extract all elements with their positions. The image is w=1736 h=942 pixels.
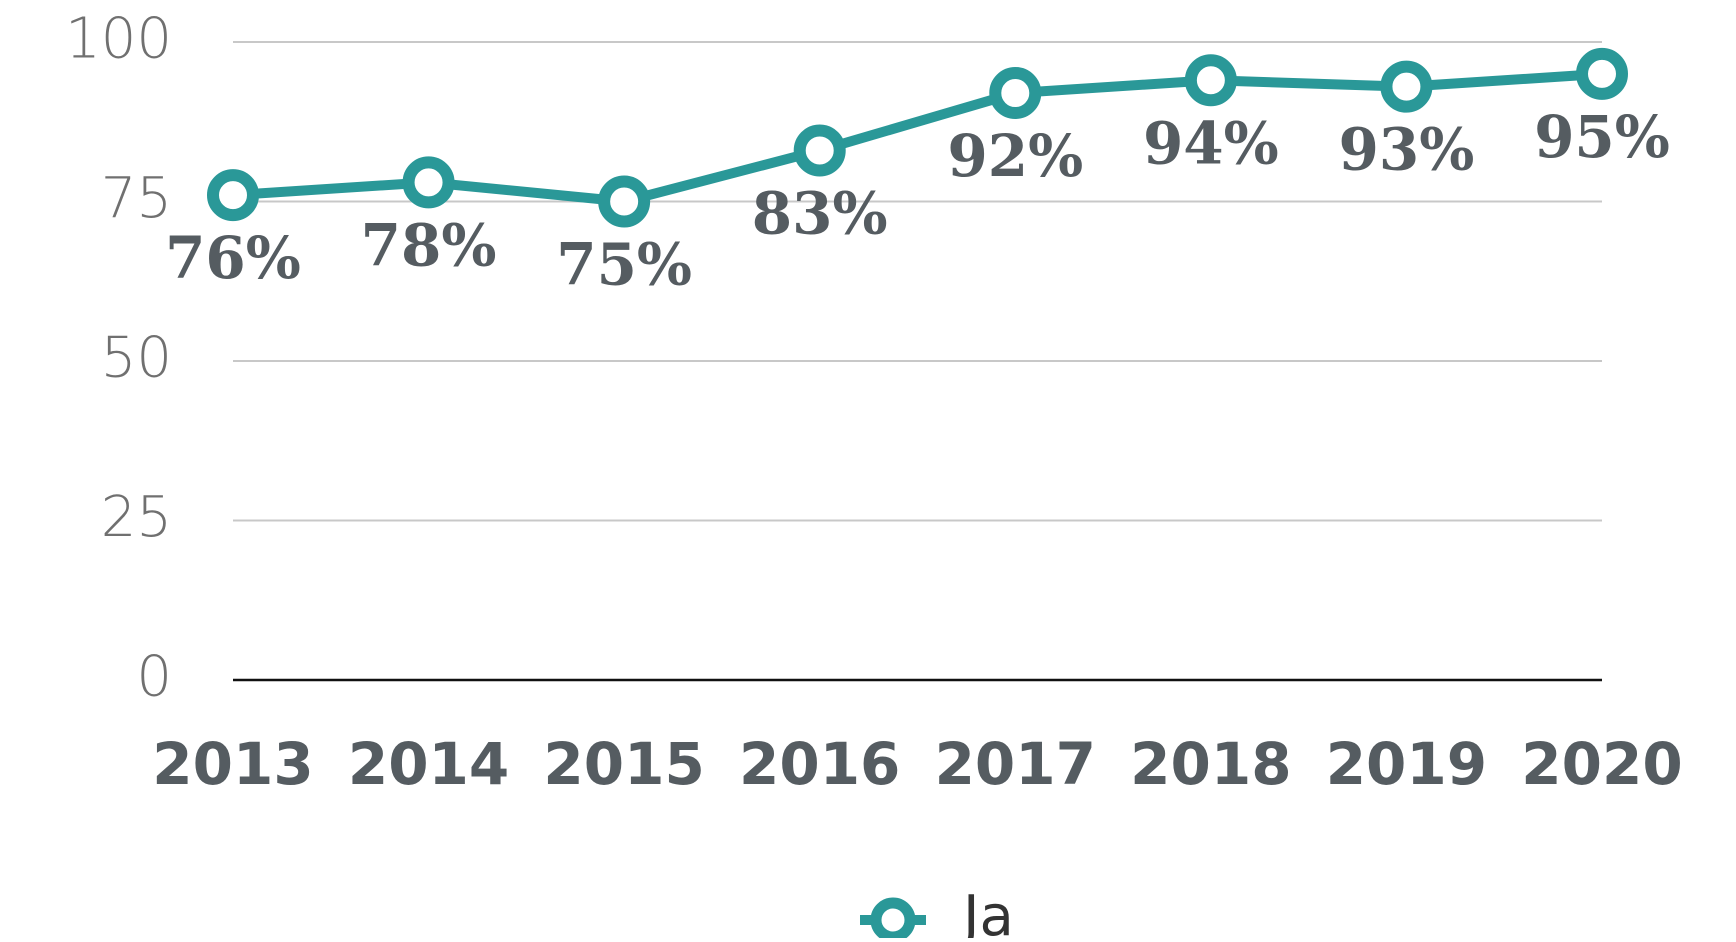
data-label: 93% <box>1339 116 1475 184</box>
x-tick-label: 2014 <box>348 730 509 798</box>
point <box>1184 54 1237 107</box>
point <box>1576 47 1628 100</box>
y-tick-label: 50 <box>101 325 172 390</box>
x-tick-label: 2015 <box>543 730 704 798</box>
point <box>793 124 846 177</box>
x-tick-label: 2017 <box>935 730 1096 798</box>
x-tick-label: 2020 <box>1521 730 1682 798</box>
point <box>207 169 259 222</box>
point <box>598 175 651 228</box>
data-label: 83% <box>752 179 888 247</box>
x-tick-label: 2018 <box>1130 730 1291 798</box>
y-tick-label: 0 <box>136 644 172 709</box>
data-label: 94% <box>1143 109 1279 177</box>
x-tick-label: 2016 <box>739 730 900 798</box>
data-label: 78% <box>361 211 497 279</box>
point <box>989 67 1042 120</box>
data-label: 95% <box>1534 103 1670 171</box>
point <box>1380 60 1433 113</box>
y-tick-label: 75 <box>101 166 172 231</box>
x-tick-label: 2013 <box>152 730 313 798</box>
legend-label: Ja <box>960 884 1014 938</box>
y-tick-label: 100 <box>65 6 172 71</box>
data-label: 76% <box>165 224 301 292</box>
data-label: 92% <box>947 122 1083 190</box>
legend-marker <box>870 897 916 942</box>
point <box>402 156 455 209</box>
x-tick-label: 2019 <box>1326 730 1487 798</box>
y-tick-label: 25 <box>101 485 172 550</box>
line <box>232 68 1603 207</box>
data-label: 75% <box>556 231 692 299</box>
